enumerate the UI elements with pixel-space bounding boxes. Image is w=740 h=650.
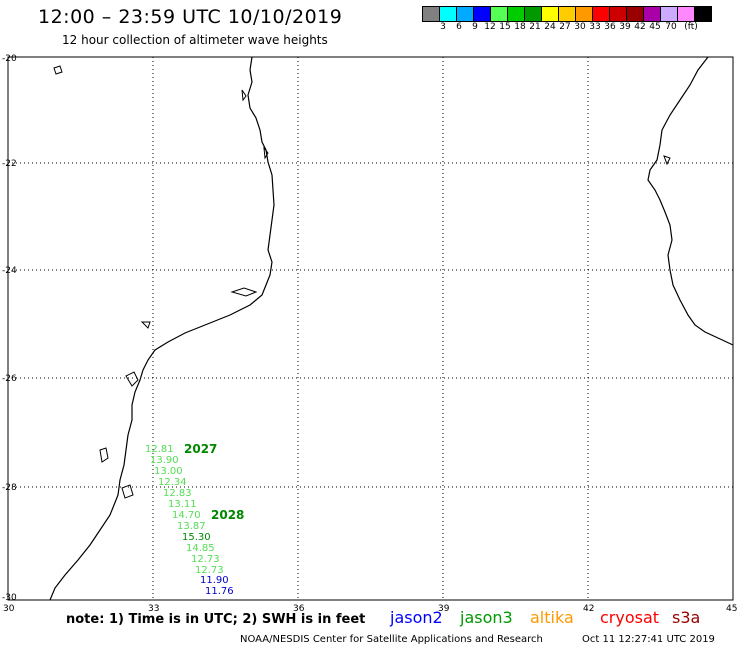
swh-value: 12.83 [163,488,192,499]
swh-value: 15.30 [182,532,211,543]
colorbar [422,6,712,22]
lake [99,447,109,463]
african-coastline [49,56,275,601]
colorbar-label: 12 [484,22,496,32]
lat-label: -22 [2,159,17,169]
credit-text: NOAA/NESDIS Center for Satellite Applica… [240,634,543,645]
legend-jason3: jason3 [460,608,513,627]
lon-label: 33 [148,604,159,614]
lon-label: 30 [3,604,15,614]
legend-altika: altika [530,608,574,627]
colorbar-label: 15 [499,22,511,32]
colorbar-label: 39 [619,22,631,32]
swh-value: 12.81 [145,444,174,455]
swh-value: 12.73 [195,565,224,576]
lake [121,484,134,499]
swh-value: 11.90 [200,575,229,586]
colorbar-label: 70 [665,22,677,32]
colorbar-label: 24 [544,22,556,32]
coast-detail [663,155,671,166]
legend-cryosat: cryosat [600,608,660,627]
colorbar-labels: 3 6 9 12 15 18 21 24 27 30 33 36 39 42 4… [423,22,740,34]
colorbar-label: 45 [649,22,661,32]
swh-value: 11.76 [205,586,234,597]
swh-value: 14.70 [172,510,201,521]
legend-jason2: jason2 [390,608,443,627]
coast-detail [140,321,151,329]
colorbar-label: 27 [559,22,571,32]
lon-label: 45 [726,604,737,614]
map-frame [7,56,734,601]
lat-label: -30 [2,593,17,603]
coast-detail [230,287,258,297]
credit-timestamp: Oct 11 12:27:41 UTC 2019 [582,634,715,645]
lat-label: -24 [2,266,17,276]
graticule [8,57,733,600]
swh-value: 13.00 [154,466,183,477]
lat-label: -26 [2,374,17,384]
swh-value: 13.11 [168,499,197,510]
colorbar-label: 3 [440,22,446,32]
colorbar-label: 33 [589,22,601,32]
colorbar-label: 6 [456,22,462,32]
colorbar-label: 30 [574,22,586,32]
legend-s3a: s3a [672,608,701,627]
lat-label: -28 [2,483,17,493]
madagascar-coastline [647,56,734,346]
lon-label: 39 [438,604,450,614]
colorbar-label: 21 [529,22,541,32]
swh-value: 12.34 [158,477,187,488]
colorbar-swatch-16 [694,6,712,22]
lake [53,65,63,75]
footer-note: note: 1) Time is in UTC; 2) SWH is in fe… [66,612,366,627]
colorbar-label: 36 [604,22,616,32]
coast-detail [241,89,247,102]
map-title: 12:00 – 23:59 UTC 10/10/2019 [38,6,343,28]
swh-value: 13.87 [177,521,206,532]
coast-detail [263,146,269,160]
swh-value: 13.90 [150,455,179,466]
swh-value: 14.85 [186,543,215,554]
lon-label: 36 [293,604,305,614]
observation-track: 12.8113.9013.0012.3412.8313.1114.7013.87… [145,444,234,597]
lat-label: -20 [2,54,17,64]
pass-label: 2028 [211,508,244,522]
map-subtitle: 12 hour collection of altimeter wave hei… [62,33,328,47]
swh-value: 12.73 [191,554,220,565]
lon-label: 42 [583,604,594,614]
coast-detail [125,371,139,387]
colorbar-label: 18 [514,22,526,32]
pass-label: 2027 [184,442,217,456]
colorbar-label: 42 [634,22,646,32]
colorbar-label: 9 [472,22,478,32]
colorbar-label: (ft) [684,22,698,32]
